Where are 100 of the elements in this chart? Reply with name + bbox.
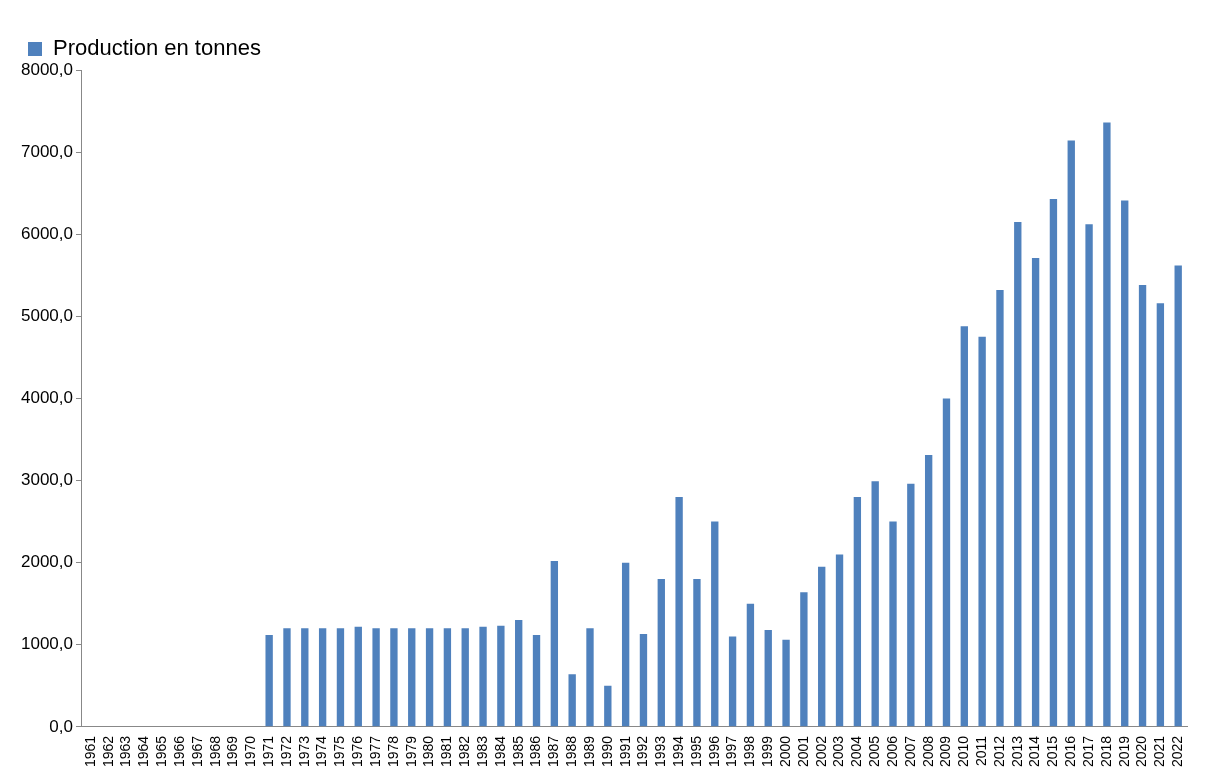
x-tick-label: 2021 <box>1151 735 1168 768</box>
bar <box>907 483 915 727</box>
x-tick-label: 1965 <box>153 735 170 768</box>
bar <box>621 562 630 727</box>
x-tick-label: 2015 <box>1044 735 1061 768</box>
bar <box>265 634 273 727</box>
x-tick-label: 1993 <box>652 735 669 768</box>
x-tick-label: 2012 <box>990 735 1007 768</box>
y-tick-label: 6000,0 <box>21 223 73 243</box>
bar <box>1156 303 1165 727</box>
x-tick-label: 2011 <box>972 735 989 766</box>
x-tick-label: 1978 <box>384 735 401 768</box>
x-tick-label: 1975 <box>331 735 348 768</box>
bar <box>746 603 755 727</box>
x-tick-label: 1989 <box>580 735 597 768</box>
bar <box>1031 258 1040 727</box>
bar <box>532 634 541 727</box>
x-tick-label: 1972 <box>277 735 294 768</box>
x-tick-label: 1966 <box>170 735 187 768</box>
bar <box>604 685 612 727</box>
x-tick-label: 2009 <box>937 735 954 768</box>
bar <box>443 628 452 727</box>
x-tick-label: 1999 <box>759 735 776 768</box>
x-tick-label: 1971 <box>260 735 277 768</box>
bar <box>408 628 416 727</box>
x-tick-label: 2010 <box>955 735 972 768</box>
x-tick-label: 1977 <box>366 735 383 768</box>
bar <box>889 521 897 727</box>
x-tick-label: 1987 <box>545 735 562 768</box>
bar <box>283 628 291 727</box>
x-tick-label: 1976 <box>349 735 366 768</box>
x-tick-label: 2001 <box>794 735 811 768</box>
bar <box>1014 221 1022 727</box>
bar <box>1103 122 1111 727</box>
x-tick-label: 1983 <box>473 735 490 768</box>
x-tick-label: 1961 <box>81 735 98 768</box>
x-tick-label: 1985 <box>509 735 526 768</box>
x-tick-label: 1995 <box>687 735 704 768</box>
bar <box>372 628 380 727</box>
x-tick-label: 2014 <box>1026 735 1043 768</box>
bar <box>550 561 559 727</box>
bar <box>871 481 879 727</box>
x-tick-label: 1970 <box>242 735 259 768</box>
x-tick-label: 2016 <box>1062 735 1079 768</box>
y-tick-label: 0,0 <box>49 716 73 736</box>
bar <box>996 290 1004 727</box>
bar <box>1121 200 1129 727</box>
x-tick-label: 1979 <box>402 735 419 768</box>
bar <box>1049 198 1058 727</box>
bar <box>1085 224 1093 727</box>
x-tick-label: 1969 <box>224 735 241 768</box>
bar <box>336 628 345 727</box>
x-tick-label: 1963 <box>117 735 134 768</box>
x-tick-label: 1998 <box>741 735 758 768</box>
bar <box>782 639 790 727</box>
x-tick-label: 1986 <box>527 735 544 768</box>
bar <box>497 625 505 727</box>
y-tick-label: 4000,0 <box>21 388 73 408</box>
bar <box>1174 265 1182 727</box>
x-tick-label: 2018 <box>1097 735 1114 768</box>
bar <box>318 628 327 727</box>
x-tick-label: 1962 <box>99 735 116 768</box>
x-tick-label: 1996 <box>705 735 722 768</box>
x-tick-label: 1982 <box>456 735 473 768</box>
x-tick-label: 1990 <box>598 735 615 768</box>
x-tick-label: 2005 <box>866 735 883 768</box>
bar <box>835 554 844 727</box>
x-tick-label: 2022 <box>1169 735 1186 768</box>
bar <box>764 629 772 727</box>
bar <box>461 628 469 727</box>
bar <box>693 579 701 727</box>
x-tick-label: 2006 <box>883 735 900 768</box>
x-tick-label: 1967 <box>188 735 205 768</box>
bar <box>479 626 487 727</box>
y-tick-label: 8000,0 <box>21 59 73 79</box>
x-tick-label: 2007 <box>901 735 918 768</box>
x-tick-label: 1991 <box>616 735 633 768</box>
legend-label: Production en tonnes <box>53 35 261 61</box>
bar <box>960 326 968 727</box>
x-tick-label: 1988 <box>563 735 580 768</box>
x-tick-label: 1968 <box>206 735 223 768</box>
x-tick-label: 2000 <box>776 735 793 768</box>
bar <box>711 521 719 727</box>
x-tick-label: 1984 <box>491 735 508 768</box>
bar <box>586 628 594 727</box>
x-tick-label: 2019 <box>1115 735 1132 768</box>
bar <box>853 496 862 727</box>
x-tick-label: 1997 <box>723 735 740 768</box>
y-tick-label: 2000,0 <box>21 552 73 572</box>
bar <box>924 455 933 727</box>
x-tick-label: 1992 <box>634 735 651 768</box>
bar <box>515 620 523 727</box>
y-tick-label: 3000,0 <box>21 470 73 490</box>
bar <box>1067 140 1075 727</box>
x-tick-label: 2020 <box>1133 735 1150 768</box>
bar <box>675 496 683 727</box>
x-tick-label: 1964 <box>135 735 152 768</box>
bar <box>800 592 808 727</box>
x-tick-label: 2008 <box>919 735 936 768</box>
bar <box>425 628 434 727</box>
